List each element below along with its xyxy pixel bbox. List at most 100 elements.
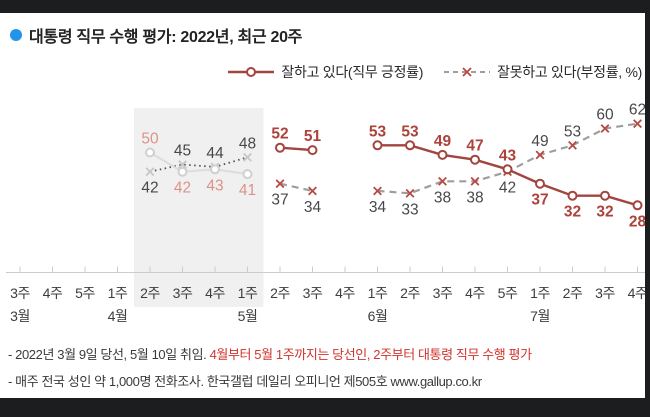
value-label: 53 [564,123,581,140]
value-label: 32 [564,204,581,221]
week-tick-label: 2주 [563,285,583,301]
bullet-icon [10,29,22,41]
data-point-marker-circle [535,178,545,189]
value-label: 49 [434,133,452,150]
value-label: 37 [271,192,288,209]
letterbox-top [0,0,650,13]
legend-label-positive: 잘하고 있다(직무 긍정률) [281,64,424,80]
week-tick-label: 3주 [173,285,193,301]
data-point-marker-x [145,167,155,177]
data-point-marker-x [600,124,610,133]
week-tick-label: 2주 [270,285,290,301]
month-label: 3월 [10,308,30,324]
week-tick-label: 2주 [400,285,420,301]
letterbox-bottom [0,398,650,417]
candidate-period-shading [134,108,264,307]
negative-line-segment [279,182,313,192]
positive-line-segment [149,151,248,176]
value-label: 48 [239,135,256,152]
data-point-marker-x [405,188,415,198]
data-point-marker-x [633,119,642,129]
month-label: 6월 [368,308,388,324]
value-label: 47 [466,138,483,155]
data-point-marker-circle [242,169,253,180]
page-title: 대통령 직무 수행 평가: 2022년, 최근 20주 [29,29,303,46]
week-tick-label: 4주 [205,285,225,301]
dashed-line-x-marker-icon [444,67,491,77]
month-label: 7월 [530,308,550,324]
data-point-marker-circle [567,190,578,201]
data-point-marker-x [568,140,577,150]
value-label: 53 [369,123,387,140]
data-point-marker-x [535,150,545,160]
week-tick-label: 1주 [368,285,388,301]
value-label: 53 [401,123,419,140]
data-point-marker-x [275,179,285,189]
value-label: 32 [596,204,613,221]
value-label: 38 [434,189,451,206]
value-label: 34 [369,199,387,216]
legend-label-negative: 잘못하고 있다(부정률, %) [497,64,642,80]
value-label: 37 [531,192,548,209]
week-tick-label: 4주 [335,285,355,301]
legend-item-negative: 잘못하고 있다(부정률, %) [443,62,642,82]
data-point-marker-circle [275,142,285,153]
week-tick-label: 5주 [75,285,95,301]
data-point-marker-circle [372,140,383,151]
value-label: 42 [141,180,158,197]
footnote-line-1-normal: - 2022년 3월 9일 당선, 5월 10일 취임. [8,347,210,362]
value-label: 50 [141,131,159,148]
value-label: 28 [629,213,647,230]
week-tick-label: 4주 [465,285,485,301]
value-label: 49 [531,133,548,150]
month-label: 4월 [108,308,128,324]
week-tick-label: 3주 [303,285,323,301]
week-tick-label: 3주 [433,285,453,301]
week-tick-label: 4주 [43,285,63,301]
letterbox-right [645,0,650,417]
data-point-marker-circle [502,164,513,175]
week-tick-label: 1주 [238,285,258,301]
value-label: 34 [304,199,322,216]
data-point-marker-circle [600,190,610,201]
week-tick-label: 3주 [10,285,30,301]
data-point-marker-x [373,186,382,196]
value-label: 51 [304,128,322,145]
legend-item-positive: 잘하고 있다(직무 긍정률) [227,62,423,82]
value-label: 38 [466,189,483,206]
data-point-marker-x [178,160,187,169]
value-label: 42 [174,180,191,197]
value-label: 42 [499,180,516,197]
data-point-marker-circle [470,154,480,165]
value-label: 41 [239,182,256,199]
value-label: 43 [206,177,223,194]
value-label: 60 [596,107,614,124]
value-label: 52 [271,126,288,143]
data-point-marker-circle [405,140,415,151]
data-point-marker-circle [437,149,448,160]
solid-line-circle-marker-icon [228,67,275,77]
data-point-marker-x [243,152,252,162]
footnote-line-2: - 매주 전국 성인 약 1,000명 전화조사. 한국갤럽 데일리 오피니언 … [8,374,482,389]
legend: 잘하고 있다(직무 긍정률) 잘못하고 있다(부정률, %) [227,62,642,82]
footnote-line-1: - 2022년 3월 9일 당선, 5월 10일 취임. 4월부터 5월 1주까… [8,344,532,363]
data-point-marker-circle [210,164,220,175]
week-tick-label: 2주 [140,285,160,301]
positive-line-segment [279,146,313,152]
data-point-marker-circle [145,147,155,158]
chart-title-row: 대통령 직무 수행 평가: 2022년, 최근 20주 [10,23,302,47]
footnote-line-1-highlight: 4월부터 5월 1주까지는 당선인, 2주부터 대통령 직무 수행 평가 [209,347,533,362]
data-point-marker-x [308,186,317,196]
week-tick-label: 1주 [530,285,550,301]
week-tick-label: 5주 [498,285,518,301]
data-point-marker-circle [632,200,643,211]
month-label: 5월 [238,308,258,324]
week-tick-label: 3주 [595,285,615,301]
data-point-marker-circle [177,166,188,177]
data-point-marker-x [470,176,480,186]
value-label: 62 [629,102,646,119]
value-label: 43 [499,147,517,164]
value-label: 45 [174,143,191,160]
